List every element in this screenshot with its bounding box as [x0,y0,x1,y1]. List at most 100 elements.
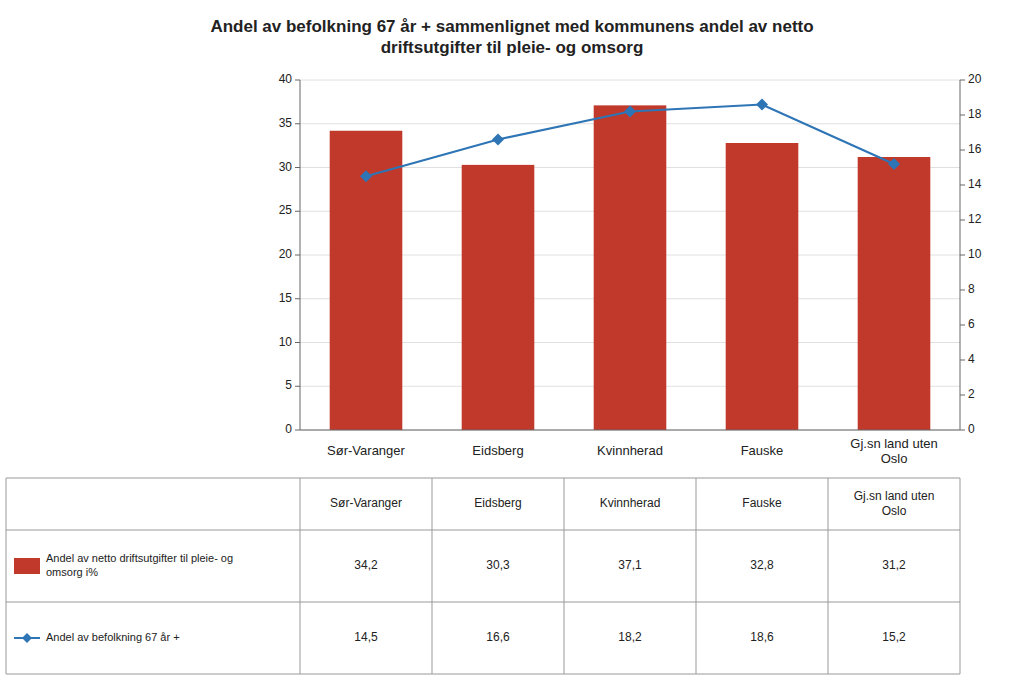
tick-label: 4 [968,352,975,366]
tick-label: Kvinnherad [597,443,663,458]
text-line: Gj.sn land uten [854,489,935,503]
tick-label: Gj.sn land utenOslo [850,436,937,466]
table-value: 30,3 [486,558,510,572]
tick-label: Fauske [741,443,784,458]
text-line: Oslo [882,504,907,518]
tick-mark [295,386,300,387]
table-line [6,674,960,675]
text-line: Kvinnherad [600,496,661,510]
tick-mark [295,430,300,431]
text-line: Fauske [742,496,782,510]
tick-mark [960,395,965,396]
bar [330,131,403,430]
text-line: Kvinnherad [597,443,663,458]
axis-line [300,80,301,430]
tick-label: Eidsberg [472,443,523,458]
tick-label: 16 [968,142,982,156]
text-line: Andel av befolkning 67 år + [46,631,180,643]
tick-label: 8 [968,282,975,296]
table-line [696,478,697,674]
bar [858,157,931,430]
table-line [432,478,433,674]
bar [462,165,535,430]
table-line [6,478,960,479]
tick-mark [960,150,965,151]
tick-label: 30 [279,160,293,174]
text-line: Andel av befolkning 67 år + sammenlignet… [210,17,813,36]
text-line: driftsutgifter til pleie- og omsorg [381,38,644,57]
tick-label: 6 [968,317,975,331]
text-line: Eidsberg [474,496,521,510]
tick-label: 14 [968,177,982,191]
plot-area [330,99,931,431]
table-header: Gj.sn land utenOslo [854,489,935,518]
tick-mark [960,290,965,291]
text-line: Sør-Varanger [330,496,402,510]
tick-label: 5 [285,378,292,392]
table-line [828,478,829,674]
point [624,106,636,118]
tick-mark [960,80,965,81]
table-value: 18,2 [618,630,642,644]
tick-label: 2 [968,387,975,401]
table-value: 14,5 [354,630,378,644]
tick-label: 0 [968,422,975,436]
bar [594,105,667,430]
legend-swatch [22,633,32,643]
axis-line [300,430,960,431]
table-value: 37,1 [618,558,642,572]
tick-mark [960,255,965,256]
tick-label: 35 [279,116,293,130]
tick-mark [295,167,300,168]
bar [726,143,799,430]
table-header: Fauske [742,496,782,510]
tick-mark [295,123,300,124]
table-value: 34,2 [354,558,378,572]
tick-mark [960,430,965,431]
tick-label: 18 [968,107,982,121]
grid-line [300,430,960,431]
legend-label: Andel av befolkning 67 år + [46,631,180,643]
tick-mark [960,185,965,186]
tick-label: 25 [279,203,293,217]
chart: Andel av befolkning 67 år + sammenlignet… [0,0,1024,690]
tick-label: 12 [968,212,982,226]
tick-label: 10 [279,335,293,349]
tick-label: 20 [968,72,982,86]
tick-mark [960,325,965,326]
table-header: Eidsberg [474,496,521,510]
tick-mark [295,211,300,212]
text-line: Eidsberg [472,443,523,458]
tick-label: Sør-Varanger [327,443,405,458]
table-line [6,478,7,674]
point [888,158,900,170]
table-value: 15,2 [882,630,906,644]
text-line: Gj.sn land uten [850,436,937,451]
text-line: Andel av netto driftsutgifter til pleie-… [46,552,233,564]
table-value: 18,6 [750,630,774,644]
table-line [564,478,565,674]
text-line: Sør-Varanger [327,443,405,458]
tick-label: 20 [279,247,293,261]
point [756,99,768,111]
table-line [300,478,301,674]
line [366,105,894,177]
point [492,134,504,146]
point [360,170,372,182]
text-line: Oslo [881,451,908,466]
title: Andel av befolkning 67 år + sammenlignet… [210,17,813,57]
tick-mark [295,80,300,81]
table-value: 31,2 [882,558,906,572]
table-value: 16,6 [486,630,510,644]
axis-line [960,80,961,430]
tick-mark [295,298,300,299]
grid-line [300,80,960,81]
tick-mark [295,255,300,256]
table-header: Kvinnherad [600,496,661,510]
tick-label: 10 [968,247,982,261]
table-value: 32,8 [750,558,774,572]
text-line: omsorg i% [46,566,98,578]
tick-label: 0 [285,422,292,436]
tick-mark [960,115,965,116]
legend-swatch [14,558,40,574]
